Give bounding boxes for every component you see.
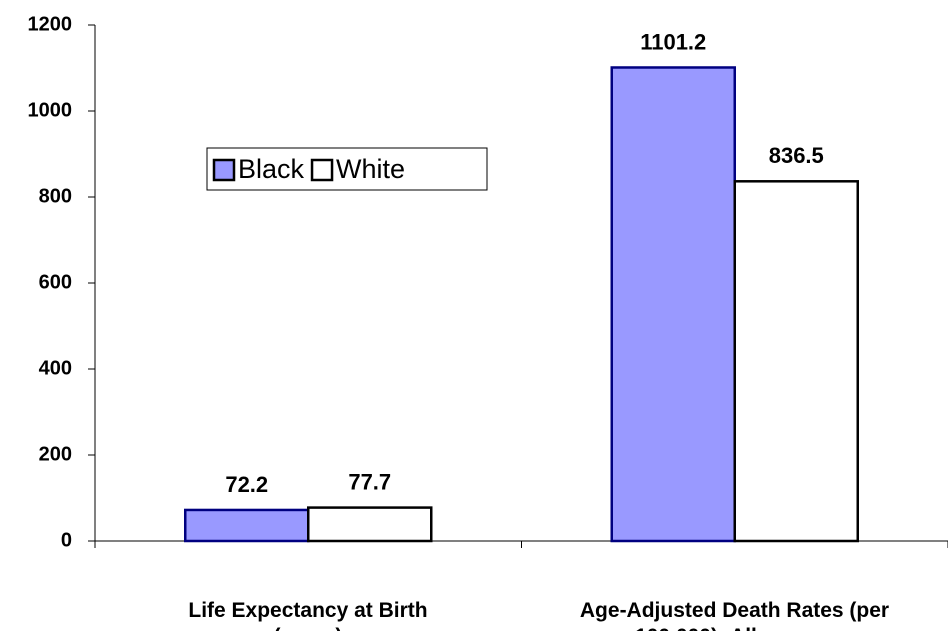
bar (610, 66, 736, 543)
y-tick-label: 1000 (28, 99, 73, 121)
legend-swatch (212, 158, 236, 182)
legend-swatch (310, 158, 334, 182)
value-label: 77.7 (348, 469, 391, 494)
value-label: 836.5 (769, 143, 824, 168)
x-tick-label: Life Expectancy at Birth (years) (188, 599, 428, 631)
bar (307, 506, 433, 543)
y-tick-label: 800 (39, 185, 72, 207)
y-tick-label: 0 (61, 529, 72, 551)
y-tick-label: 1200 (28, 13, 73, 35)
legend-box (206, 147, 488, 191)
value-label: 1101.2 (640, 29, 706, 54)
bar (184, 508, 310, 543)
y-tick-label: 200 (39, 443, 72, 465)
bar (733, 180, 859, 543)
legend-label: Black (238, 154, 305, 184)
y-tick-label: 600 (39, 271, 72, 293)
value-label: 72.2 (225, 472, 268, 497)
x-tick-label: Age-Adjusted Death Rates (per 100,000)- … (579, 599, 890, 631)
legend-label: White (336, 154, 405, 184)
y-tick-label: 400 (39, 357, 72, 379)
